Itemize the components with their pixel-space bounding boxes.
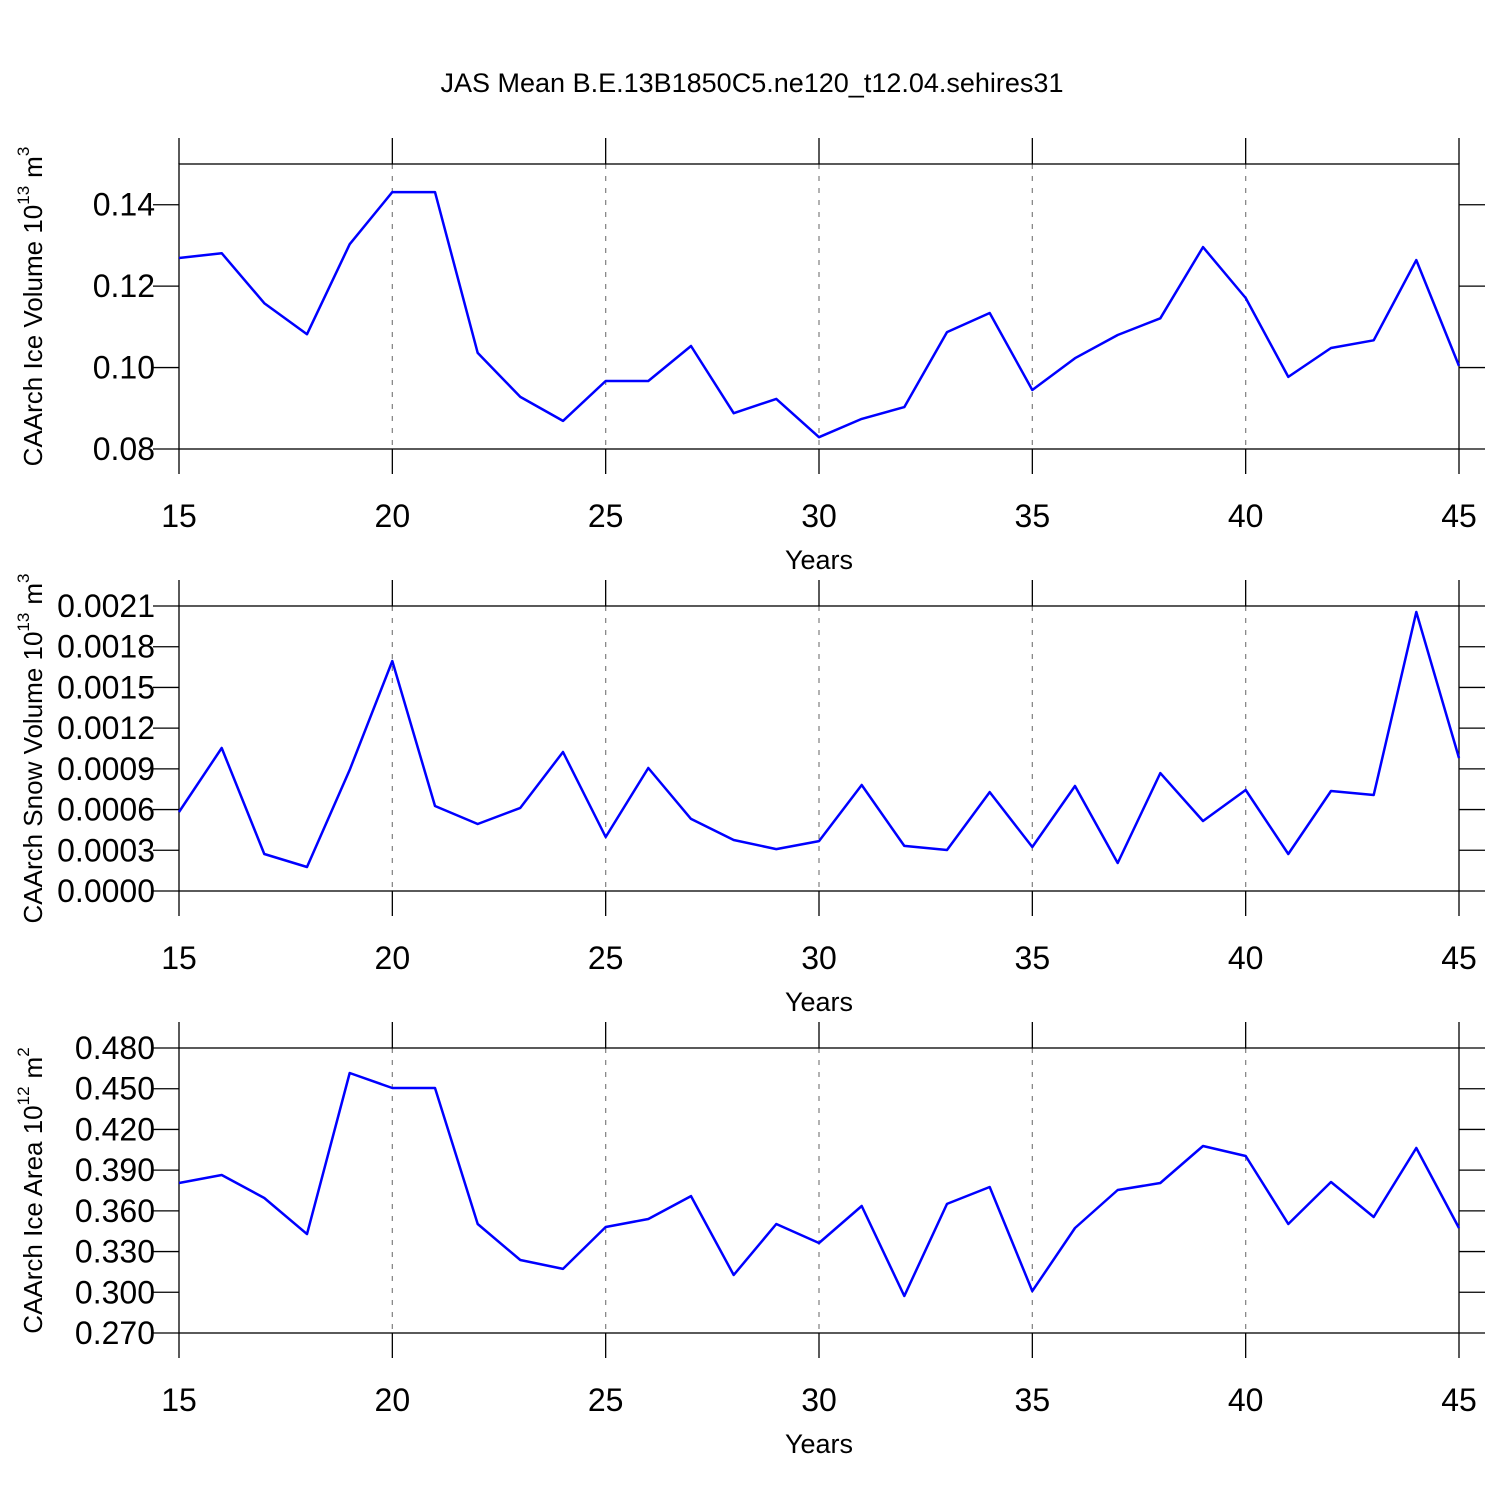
y-tick-label: 0.0021 [57,588,155,624]
data-line [177,610,1461,869]
x-tick-label: 30 [801,940,837,976]
x-tick-label: 15 [161,940,197,976]
x-tick-label: 30 [801,1382,837,1418]
y-tick-label: 0.0003 [57,832,155,868]
y-tick-label: 0.10 [93,350,155,386]
plot-frame [178,1047,1460,1334]
y-axis-title: CAArch Ice Volume 1013 m3 [14,147,48,467]
x-tick-label: 20 [375,498,411,534]
y-tick-label: 0.390 [75,1152,155,1188]
y-tick-label: 0.0018 [57,629,155,665]
data-line [178,1071,1461,1298]
y-axis-title-exponent: 3 [14,147,33,156]
x-tick-label: 25 [588,498,624,534]
x-tick-label: 25 [588,940,624,976]
x-tick-label: 30 [801,498,837,534]
y-axis-title-exponent: 13 [14,186,33,205]
y-axis-title-text: CAArch Ice Area 10 [18,1105,48,1333]
y-tick-label: 0.0012 [57,710,155,746]
y-tick-label: 0.480 [75,1030,155,1066]
x-tick-label: 25 [588,1382,624,1418]
y-axis-title-exponent: 2 [14,1047,33,1056]
x-tick-label: 20 [375,940,411,976]
x-tick-label: 35 [1015,1382,1051,1418]
y-axis-title-text: m [18,1057,48,1079]
y-tick-label: 0.0009 [57,751,155,787]
y-axis-title-exponent: 13 [14,613,33,632]
y-tick-label: 0.420 [75,1111,155,1147]
y-axis-title-text: m [18,583,48,605]
x-tick-label: 35 [1015,940,1051,976]
plot-frame [178,163,1460,450]
x-tick-label: 20 [375,1382,411,1418]
y-axis-title-text: CAArch Ice Volume 10 [18,205,48,467]
x-tick-label: 40 [1228,1382,1264,1418]
x-axis-title: Years [785,545,853,575]
x-tick-label: 45 [1441,498,1477,534]
y-tick-label: 0.270 [75,1315,155,1351]
y-tick-label: 0.14 [93,187,155,223]
y-tick-label: 0.08 [93,431,155,467]
x-tick-label: 40 [1228,940,1264,976]
y-tick-label: 0.12 [93,268,155,304]
y-tick-label: 0.0015 [57,669,155,705]
x-tick-label: 45 [1441,1382,1477,1418]
x-tick-label: 15 [161,1382,197,1418]
x-tick-label: 35 [1015,498,1051,534]
figure-title: JAS Mean B.E.13B1850C5.ne120_t12.04.sehi… [441,68,1064,98]
y-axis-title-exponent: 3 [14,574,33,583]
plot-frame [178,605,1460,892]
x-axis-title: Years [785,1429,853,1459]
y-axis-title: CAArch Ice Area 1012 m2 [14,1047,48,1333]
y-axis-title: CAArch Snow Volume 1013 m3 [14,574,48,924]
x-tick-label: 15 [161,498,197,534]
x-axis-title: Years [785,987,853,1017]
y-tick-label: 0.0006 [57,792,155,828]
data-line [178,190,1461,439]
y-tick-label: 0.330 [75,1234,155,1270]
y-axis-title-exponent: 12 [14,1086,33,1105]
x-tick-label: 45 [1441,940,1477,976]
y-tick-label: 0.450 [75,1071,155,1107]
y-tick-label: 0.0000 [57,873,155,909]
y-tick-label: 0.360 [75,1193,155,1229]
x-tick-label: 40 [1228,498,1264,534]
y-tick-label: 0.300 [75,1274,155,1310]
y-axis-title-text: m [18,156,48,178]
panel: 15 20 25 30 35 40 45 0.0000 0.0003 0.0006 0.0009 0.… [14,574,1485,1017]
y-axis-title-text: CAArch Snow Volume 10 [18,632,48,924]
panel: 15 20 25 30 35 40 45 0.08 0.10 0.12 0.14 Years CAArc… [14,138,1485,575]
panel: 15 20 25 30 35 40 45 0.270 0.300 0.330 0.360 0.390 0… [14,1022,1485,1459]
